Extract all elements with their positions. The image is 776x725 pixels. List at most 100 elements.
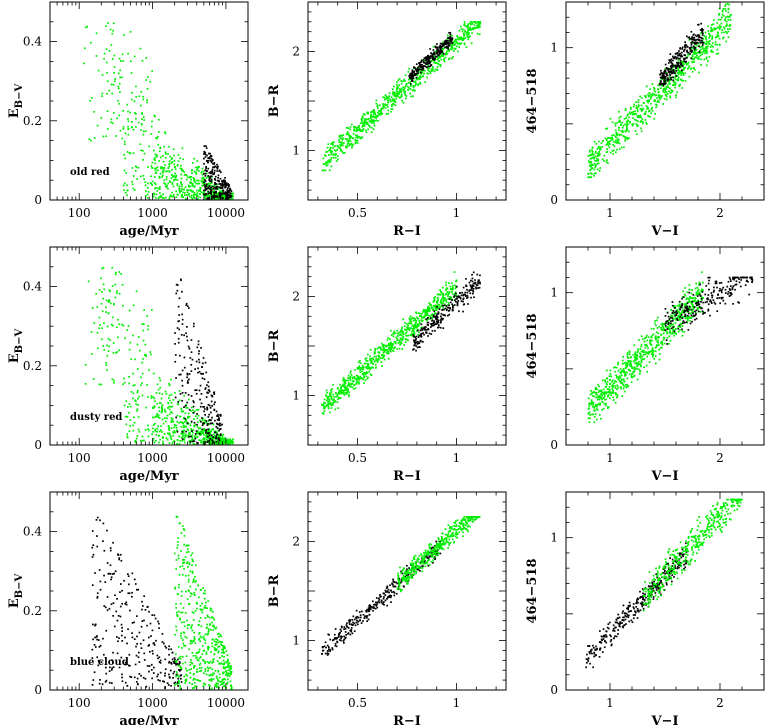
data-point — [431, 52, 434, 55]
data-point — [125, 172, 128, 174]
data-point — [211, 395, 214, 398]
data-point — [387, 112, 390, 115]
data-point — [594, 150, 597, 153]
data-point — [339, 383, 341, 386]
data-point — [671, 62, 674, 65]
data-point — [661, 83, 664, 85]
data-point — [201, 167, 204, 170]
data-point — [136, 435, 139, 437]
data-point — [134, 112, 136, 114]
data-point — [651, 94, 654, 96]
data-point — [380, 112, 382, 114]
data-point — [183, 441, 186, 444]
data-point — [332, 144, 334, 146]
data-point — [457, 42, 460, 45]
data-point — [126, 415, 129, 418]
data-point — [439, 65, 442, 68]
data-point — [431, 319, 433, 322]
data-point — [705, 46, 708, 48]
data-point — [425, 58, 428, 61]
data-point — [383, 344, 385, 347]
data-point — [665, 67, 668, 69]
data-point — [691, 46, 694, 49]
data-point — [658, 101, 660, 103]
data-point — [706, 47, 709, 50]
data-point — [467, 303, 469, 305]
data-point — [212, 162, 214, 165]
data-point — [192, 411, 195, 414]
data-point — [478, 25, 480, 28]
data-point — [426, 321, 429, 324]
data-point — [203, 157, 205, 160]
data-point — [414, 341, 417, 344]
data-point — [158, 392, 161, 395]
data-point — [724, 16, 727, 19]
data-point — [446, 288, 449, 290]
data-point — [644, 346, 647, 349]
data-point — [335, 150, 337, 152]
data-point — [411, 71, 413, 74]
data-point — [413, 331, 415, 333]
data-point — [466, 288, 468, 291]
data-point — [667, 326, 670, 329]
data-point — [469, 284, 472, 286]
data-point — [107, 312, 110, 314]
data-point — [685, 298, 688, 300]
data-point — [696, 56, 698, 59]
data-point — [185, 173, 187, 176]
data-point — [605, 161, 608, 163]
data-point — [433, 51, 435, 54]
data-point — [388, 342, 390, 345]
data-point — [366, 372, 369, 375]
data-point — [406, 323, 408, 325]
data-point — [154, 156, 157, 159]
data-point — [194, 368, 196, 370]
data-point — [212, 187, 215, 190]
data-point — [408, 67, 410, 70]
data-point — [388, 346, 390, 349]
data-point — [204, 172, 207, 175]
data-point — [420, 76, 423, 79]
data-point — [168, 408, 171, 411]
data-point — [658, 96, 660, 98]
data-point — [179, 440, 182, 442]
data-point — [666, 84, 669, 87]
data-point — [698, 71, 700, 74]
data-point — [122, 60, 125, 62]
data-point — [630, 376, 633, 379]
data-point — [711, 42, 714, 45]
data-point — [190, 428, 193, 430]
data-point — [213, 195, 215, 198]
data-point — [205, 147, 208, 149]
data-point — [634, 130, 637, 132]
data-point — [128, 403, 131, 405]
data-point — [151, 180, 154, 183]
data-point — [383, 347, 386, 350]
data-point — [609, 140, 612, 142]
data-point — [355, 136, 357, 139]
data-point — [197, 182, 199, 185]
data-point — [105, 61, 108, 64]
data-point — [603, 160, 605, 162]
data-point — [404, 85, 407, 88]
data-point — [390, 345, 393, 347]
data-point — [365, 357, 368, 360]
data-point — [728, 25, 731, 27]
data-point — [626, 355, 629, 358]
data-point — [470, 21, 472, 23]
data-point — [367, 353, 369, 356]
data-point — [594, 159, 596, 162]
data-point — [399, 337, 402, 339]
data-point — [404, 329, 407, 331]
data-point — [436, 52, 439, 54]
data-point — [122, 184, 125, 187]
data-point — [345, 386, 348, 389]
data-point — [677, 63, 680, 65]
data-point — [221, 180, 223, 182]
data-point — [217, 437, 220, 440]
data-point — [605, 143, 608, 146]
data-point — [666, 73, 668, 75]
data-point — [130, 72, 133, 74]
